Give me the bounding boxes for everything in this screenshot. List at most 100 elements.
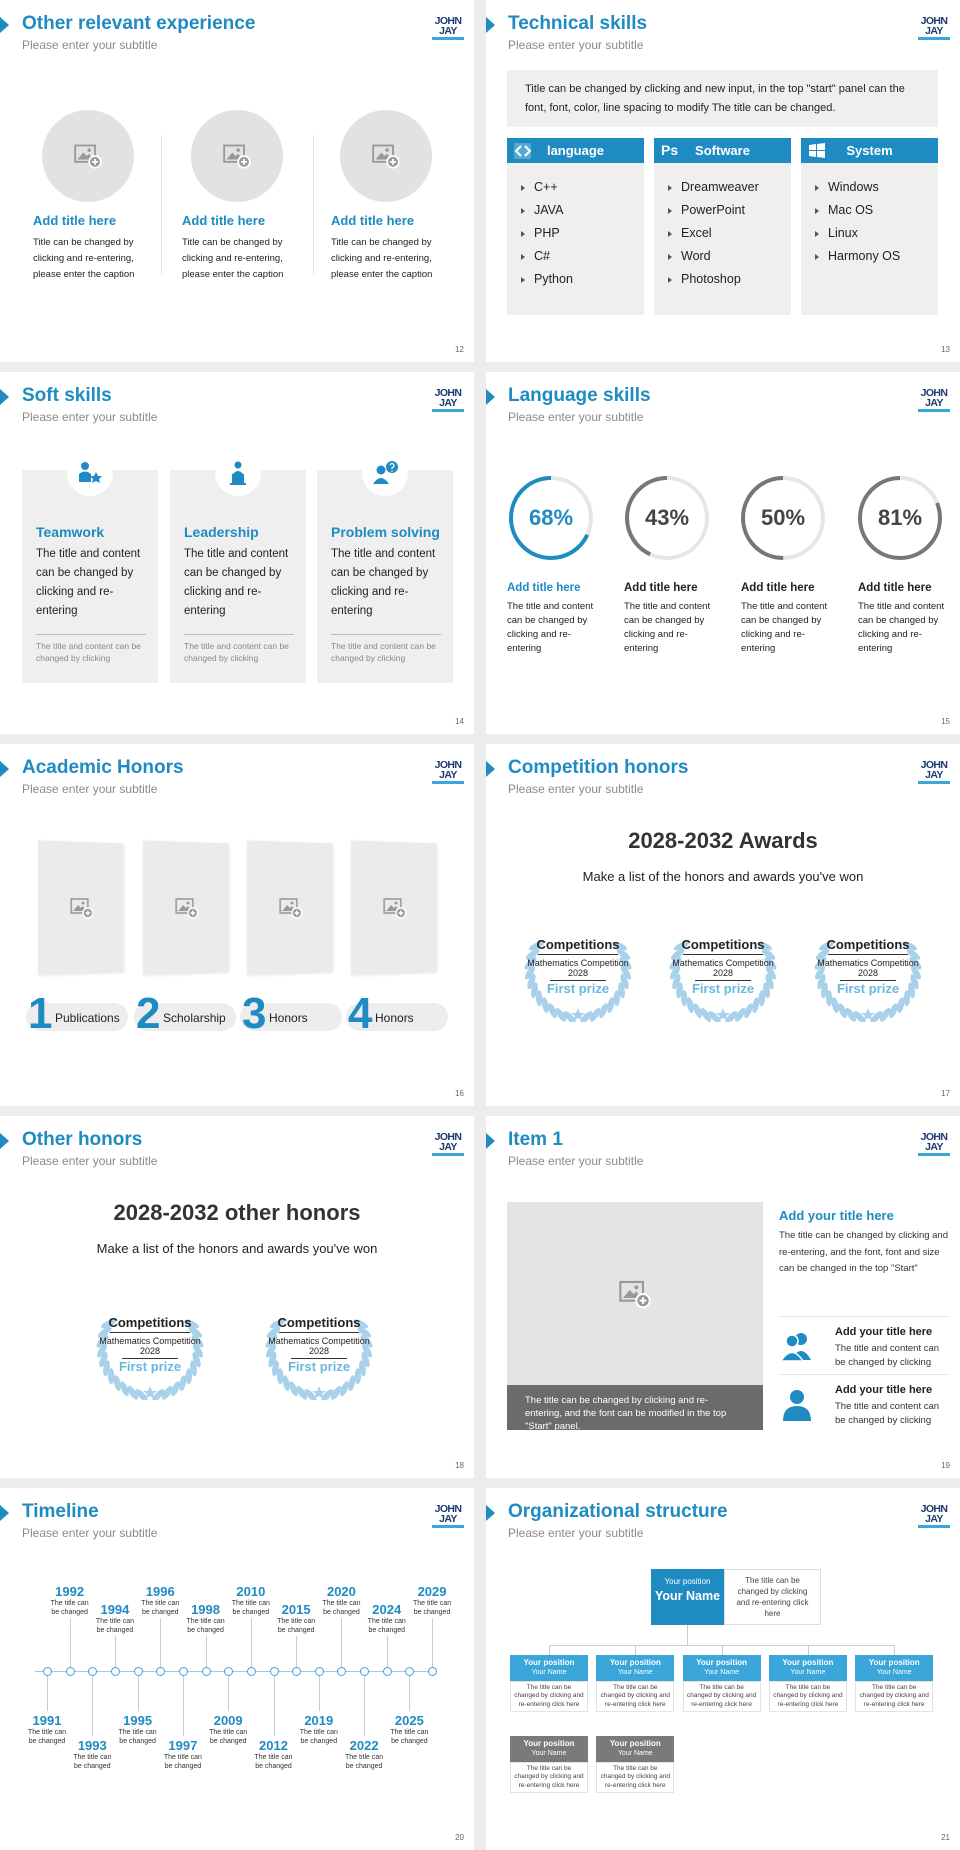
decoration bbox=[814, 941, 922, 1024]
event-text: The title can be changed bbox=[254, 1754, 293, 1770]
honor-number: 3 bbox=[242, 989, 267, 1038]
head-box bbox=[651, 1569, 724, 1625]
decoration bbox=[741, 476, 825, 560]
decoration bbox=[910, 974, 919, 990]
unit-header bbox=[596, 1655, 675, 1681]
photo-frame bbox=[142, 840, 229, 975]
unit-name: Your Name bbox=[617, 1750, 653, 1757]
honor-label: Publications bbox=[55, 1011, 120, 1025]
skill-item: Linux bbox=[828, 226, 858, 240]
decoration bbox=[809, 143, 825, 158]
unit-name: Your Name bbox=[876, 1669, 912, 1676]
decoration bbox=[616, 949, 631, 960]
badge-title: Competitions bbox=[681, 937, 765, 952]
decoration bbox=[634, 1284, 639, 1289]
decoration bbox=[226, 152, 242, 160]
timeline-dot bbox=[246, 1667, 256, 1676]
decoration bbox=[527, 974, 536, 990]
decoration bbox=[758, 990, 766, 1007]
decoration bbox=[268, 1352, 277, 1368]
decoration bbox=[902, 941, 917, 951]
decoration bbox=[192, 1343, 203, 1358]
section-heading: 2028-2032 Awards bbox=[628, 828, 818, 853]
decoration bbox=[279, 895, 302, 919]
unit-text: The title can be changed by clicking and… bbox=[510, 1681, 588, 1712]
decoration bbox=[386, 461, 398, 473]
badge-year: 2028 bbox=[139, 1346, 161, 1356]
decoration bbox=[143, 1386, 157, 1399]
slide-title: Competition honors bbox=[508, 757, 689, 778]
decoration bbox=[357, 1327, 372, 1338]
decoration bbox=[763, 982, 770, 999]
connector bbox=[687, 1625, 688, 1645]
item-title: Add title here bbox=[331, 213, 415, 228]
page-number: 13 bbox=[941, 345, 950, 354]
item-title: Add title here bbox=[858, 582, 932, 594]
slide-title: Other honors bbox=[22, 1129, 143, 1150]
bullet bbox=[521, 185, 525, 191]
decoration bbox=[184, 1319, 199, 1329]
column-body bbox=[801, 163, 938, 315]
title-marker bbox=[0, 761, 9, 777]
timeline-dot bbox=[110, 1667, 120, 1676]
decoration bbox=[529, 941, 544, 951]
column-header bbox=[801, 138, 938, 163]
unit-text: The title can be changed by clicking and… bbox=[596, 1762, 675, 1793]
decoration bbox=[390, 158, 396, 165]
decoration bbox=[672, 974, 681, 990]
card-divider bbox=[184, 634, 294, 635]
decoration bbox=[765, 974, 774, 990]
decoration bbox=[619, 957, 632, 970]
badge-rule bbox=[695, 980, 751, 981]
bullet bbox=[521, 254, 525, 260]
badge-rule bbox=[538, 954, 618, 955]
unit-text: The title can be changed by clicking and… bbox=[596, 1681, 675, 1712]
event-year: 1991 bbox=[32, 1713, 62, 1728]
decoration bbox=[535, 990, 543, 1007]
column-body bbox=[507, 163, 644, 315]
decoration bbox=[831, 997, 839, 1013]
skill-item: Excel bbox=[681, 226, 712, 240]
decoration bbox=[241, 158, 247, 165]
decoration bbox=[612, 941, 627, 951]
skill-item: Mac OS bbox=[828, 203, 874, 217]
slide-subtitle: Please enter your subtitle bbox=[508, 782, 644, 796]
decoration bbox=[619, 1280, 651, 1308]
decoration bbox=[908, 982, 915, 999]
column-body bbox=[654, 163, 791, 315]
decoration bbox=[360, 1335, 373, 1348]
decoration bbox=[571, 1008, 585, 1021]
badge-rule bbox=[550, 980, 606, 981]
image-placeholder bbox=[507, 1202, 763, 1385]
card-title: Teamwork bbox=[36, 524, 105, 540]
item-text: The title and content can be changed by … bbox=[624, 601, 711, 654]
timeline-dot bbox=[314, 1667, 324, 1676]
decoration bbox=[120, 1381, 129, 1397]
decoration bbox=[359, 1360, 366, 1377]
decoration bbox=[391, 470, 393, 472]
decoration bbox=[903, 990, 911, 1007]
event-year: 2025 bbox=[394, 1713, 424, 1728]
item-title: Add title here bbox=[624, 582, 698, 594]
event-text: The title can be changed bbox=[118, 1729, 157, 1745]
connector bbox=[721, 1645, 723, 1655]
badge-event: Mathematics Competition bbox=[817, 958, 919, 968]
decoration bbox=[187, 908, 197, 918]
decoration bbox=[618, 982, 625, 999]
decoration bbox=[373, 461, 398, 484]
decoration bbox=[179, 1375, 187, 1391]
decoration bbox=[190, 1360, 197, 1377]
timeline-dot bbox=[405, 1667, 415, 1676]
connector bbox=[296, 1636, 298, 1671]
divider bbox=[313, 135, 314, 275]
decoration bbox=[563, 1011, 576, 1024]
connector bbox=[432, 1618, 434, 1671]
item-title: Add title here bbox=[741, 582, 815, 594]
event-year: 1993 bbox=[77, 1738, 107, 1753]
slide-subtitle: Please enter your subtitle bbox=[508, 1526, 644, 1540]
column-header bbox=[654, 138, 791, 163]
decoration bbox=[858, 476, 942, 560]
card bbox=[317, 470, 453, 683]
decoration bbox=[725, 1011, 738, 1024]
slide: Academic Honors Please enter your subtitl… bbox=[0, 744, 474, 1106]
